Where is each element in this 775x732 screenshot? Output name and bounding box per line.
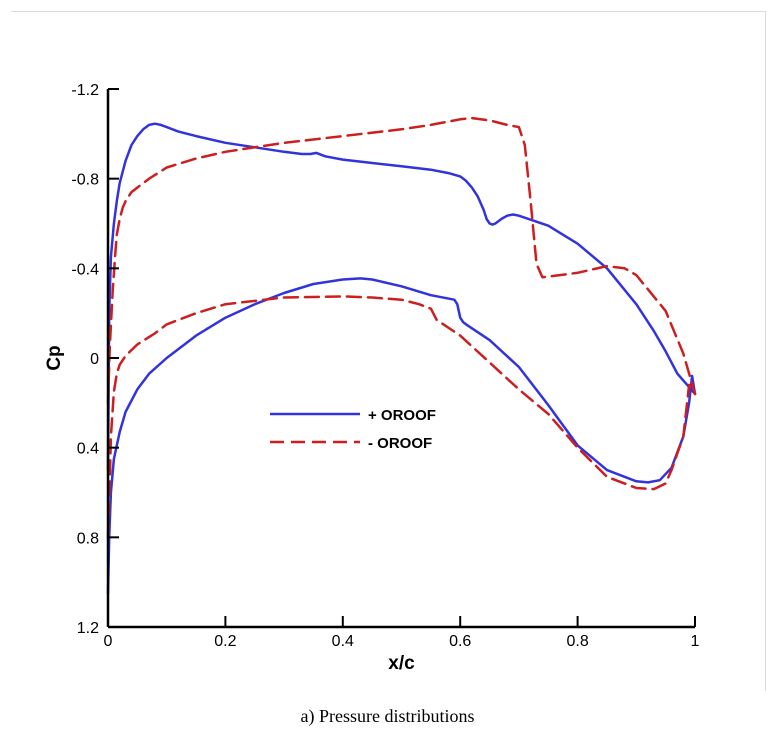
y-axis-title: Cp [44, 345, 65, 370]
y-tick-label: 0.4 [77, 441, 99, 458]
series-red-upper-line [106, 116, 697, 405]
y-tick-label: -0.4 [71, 261, 99, 278]
y-tick-label: -1.2 [71, 82, 99, 99]
x-tick-label: 0 [104, 633, 113, 650]
legend: + OROOF - OROOF [270, 407, 436, 452]
x-axis-title: x/c [388, 653, 415, 674]
y-tick-label: 1.2 [77, 620, 99, 637]
series-blue-upper-line [106, 122, 697, 472]
x-tick-label: 0.6 [449, 633, 471, 650]
x-ticks: 0 0.2 0.4 0.6 0.8 1 [104, 616, 700, 650]
plot-frame [11, 11, 766, 691]
axes-layer [106, 89, 695, 629]
series-layer [106, 116, 697, 595]
series-red-lower-line [106, 295, 697, 539]
x-tick-label: 0.4 [332, 633, 354, 650]
series-blue-lower-line [106, 277, 697, 595]
legend-label-blue: + OROOF [368, 407, 436, 424]
x-tick-label: 0.2 [214, 633, 236, 650]
y-ticks: -1.2 -0.8 -0.4 0 0.4 0.8 1.2 [71, 82, 119, 637]
y-tick-label: -0.8 [71, 172, 99, 189]
figure-caption: a) Pressure distributions [300, 706, 475, 726]
x-tick-label: 0.8 [566, 633, 588, 650]
y-tick-label: 0 [90, 351, 99, 368]
y-tick-label: 0.8 [77, 530, 99, 547]
legend-label-red: - OROOF [368, 435, 432, 452]
x-tick-label: 1 [691, 633, 700, 650]
